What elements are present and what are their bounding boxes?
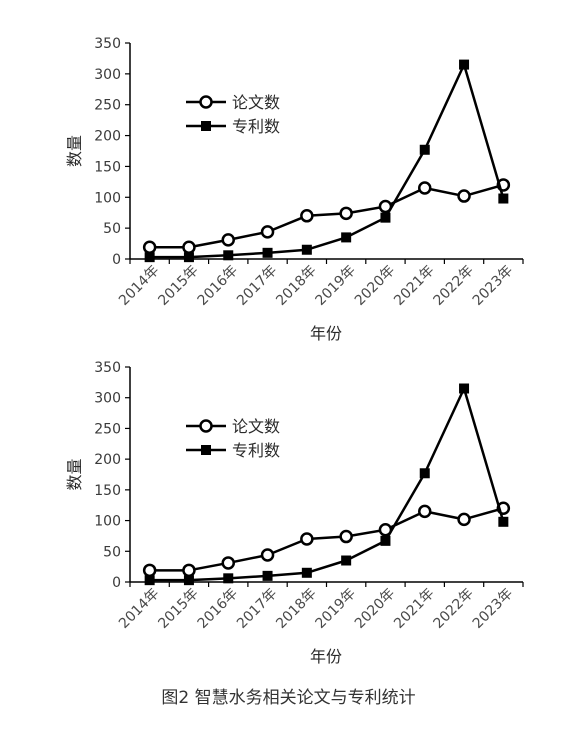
series-line-1 — [149, 183, 504, 249]
legend-marker-square — [201, 121, 211, 131]
y-tick-label: 250 — [94, 98, 121, 114]
data-point-square — [144, 252, 155, 263]
data-point-circle — [182, 563, 196, 578]
data-point-square — [380, 212, 391, 223]
legend-label: 论文数 — [232, 93, 280, 112]
y-tick-label: 0 — [112, 575, 121, 591]
x-tick-label: 2015年 — [155, 586, 201, 632]
data-point-square — [301, 244, 312, 255]
data-point-circle — [221, 556, 235, 570]
x-tick-label: 2023年 — [470, 263, 516, 309]
x-tick-label: 2018年 — [273, 586, 319, 632]
y-tick-label: 200 — [94, 129, 121, 145]
y-tick-label: 350 — [94, 36, 121, 52]
data-point-square — [183, 575, 194, 586]
series-line-1 — [149, 507, 504, 572]
x-axis-title: 年份 — [310, 647, 342, 666]
x-tick-label: 2021年 — [391, 586, 437, 632]
chart-1: 0 50 100 150 200 250 300 350 2014年2015年2016年2017… — [65, 36, 524, 343]
data-point-square — [223, 250, 234, 261]
legend-marker-square — [201, 445, 211, 455]
y-tick-label: 150 — [94, 483, 121, 499]
x-tick-label: 2018年 — [273, 263, 319, 309]
y-tick-label: 250 — [94, 421, 121, 437]
data-point-circle — [457, 512, 471, 527]
data-point-square — [419, 468, 430, 479]
x-tick-label: 2016年 — [195, 586, 241, 632]
x-tick-label: 2017年 — [234, 586, 280, 632]
x-tick-label: 2019年 — [313, 263, 359, 309]
data-point-circle — [418, 504, 432, 519]
data-point-circle — [142, 240, 157, 255]
data-point-square — [459, 383, 470, 394]
data-point-square — [341, 555, 352, 566]
data-point-circle — [221, 233, 235, 247]
x-tick-label: 2014年 — [116, 263, 162, 309]
y-tick-label: 200 — [94, 452, 121, 468]
x-tick-label: 2022年 — [430, 263, 476, 309]
data-point-square — [223, 573, 234, 584]
legend-marker-circle — [199, 95, 213, 109]
data-point-square — [341, 232, 352, 243]
series-line-2 — [149, 63, 505, 259]
x-tick-label: 2014年 — [116, 586, 162, 632]
data-point-circle — [457, 189, 471, 203]
data-point-circle — [418, 181, 432, 195]
x-tick-label: 2021年 — [391, 263, 437, 309]
data-point-circle — [260, 225, 275, 239]
data-point-circle — [260, 548, 275, 562]
data-point-circle — [300, 532, 314, 546]
series-line-2 — [149, 387, 505, 582]
legend-label: 专利数 — [232, 117, 280, 136]
data-point-circle — [339, 206, 353, 221]
y-tick-label: 100 — [94, 190, 121, 206]
x-tick-label: 2019年 — [313, 586, 359, 632]
y-tick-label: 300 — [94, 391, 121, 407]
data-point-square — [301, 567, 312, 578]
x-axis-title: 年份 — [310, 324, 342, 343]
x-tick-label: 2020年 — [352, 586, 398, 632]
x-tick-label: 2015年 — [155, 263, 201, 309]
data-point-square — [262, 570, 273, 581]
data-point-square — [498, 516, 509, 527]
data-point-circle — [339, 529, 353, 544]
x-tick-label: 2017年 — [234, 263, 280, 309]
data-point-square — [380, 535, 391, 546]
data-point-square — [459, 59, 470, 70]
y-axis-title: 数量 — [65, 135, 84, 167]
data-point-square — [183, 252, 194, 263]
data-point-circle — [300, 209, 314, 223]
y-axis-title: 数量 — [65, 458, 84, 490]
data-point-square — [144, 575, 155, 586]
x-tick-label: 2016年 — [195, 263, 241, 309]
x-tick-label: 2023年 — [470, 586, 516, 632]
data-point-circle — [182, 240, 196, 255]
legend-label: 专利数 — [232, 441, 280, 460]
y-tick-label: 50 — [103, 544, 121, 560]
y-tick-label: 50 — [103, 221, 121, 237]
y-tick-label: 350 — [94, 360, 121, 376]
y-tick-label: 300 — [94, 67, 121, 83]
data-point-square — [498, 193, 509, 204]
x-tick-label: 2020年 — [352, 263, 398, 309]
y-tick-label: 150 — [94, 159, 121, 175]
data-point-square — [419, 144, 430, 155]
data-point-square — [262, 247, 273, 258]
figure-caption: 图2 智慧水务相关论文与专利统计 — [161, 688, 416, 708]
x-tick-label: 2022年 — [430, 586, 476, 632]
y-tick-label: 100 — [94, 514, 121, 530]
legend-marker-circle — [199, 419, 213, 433]
data-point-circle — [142, 563, 157, 578]
legend-label: 论文数 — [232, 417, 280, 436]
y-tick-label: 0 — [112, 252, 121, 268]
chart-2: 0 50 100 150 200 250 300 350 2014年2015年2016年2017… — [65, 360, 524, 666]
